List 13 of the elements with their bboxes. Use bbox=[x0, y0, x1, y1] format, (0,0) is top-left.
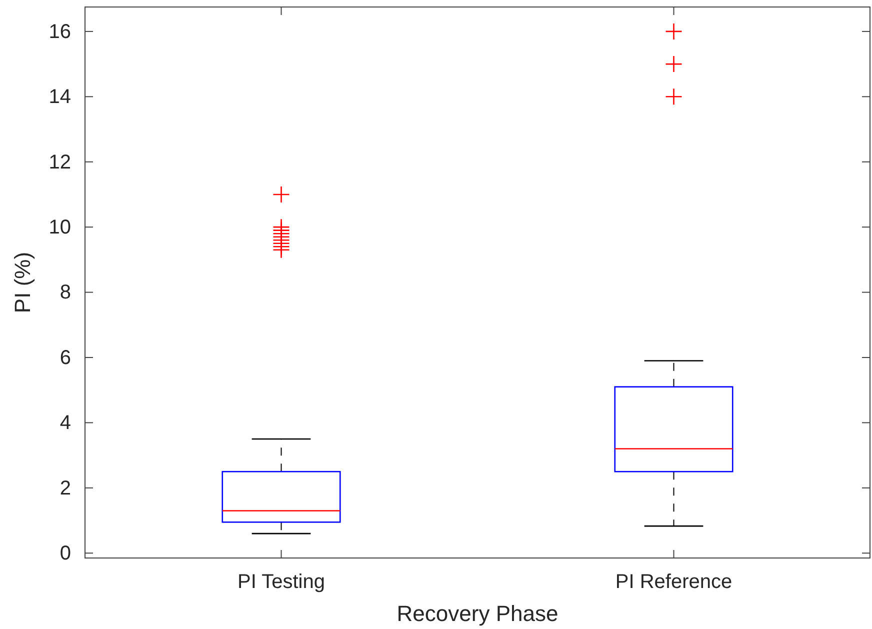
x-axis-title: Recovery Phase bbox=[396, 601, 558, 626]
y-tick-label: 14 bbox=[48, 86, 71, 108]
y-tick-label: 0 bbox=[60, 542, 71, 565]
x-tick-label: PI Testing bbox=[238, 571, 325, 594]
y-tick-label: 16 bbox=[48, 20, 71, 43]
y-tick-label: 12 bbox=[48, 151, 71, 174]
y-tick-label: 2 bbox=[60, 477, 71, 500]
y-tick-label: 8 bbox=[60, 282, 71, 304]
y-tick-label: 10 bbox=[48, 216, 71, 238]
y-tick-label: 4 bbox=[60, 412, 71, 434]
y-axis-title: PI (%) bbox=[10, 252, 35, 314]
x-tick-label: PI Reference bbox=[615, 571, 732, 594]
y-tick-label: 6 bbox=[60, 346, 71, 369]
